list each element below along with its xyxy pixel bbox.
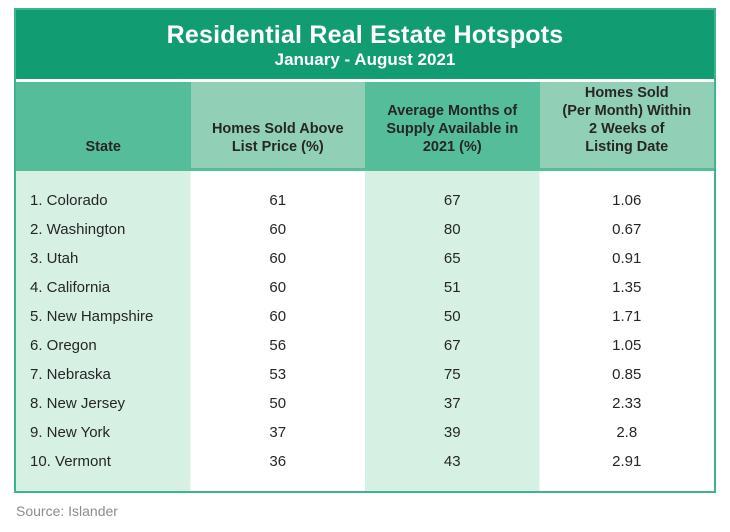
table-row: 5. New Hampshire 60 50 1.71 — [16, 302, 714, 331]
above-list-cell: 60 — [269, 250, 287, 267]
title-bar: Residential Real Estate Hotspots January… — [16, 10, 714, 79]
supply-cell: 65 — [443, 250, 461, 267]
state-cell: 5. New Hampshire — [30, 308, 154, 325]
state-cell: 9. New York — [30, 424, 111, 441]
sold-2-weeks-cell: 1.05 — [612, 337, 642, 354]
sold-2-weeks-cell: 2.91 — [612, 453, 642, 470]
sold-2-weeks-cell: 1.35 — [612, 279, 642, 296]
column-header-above-list: Homes Sold Above List Price (%) — [190, 82, 365, 168]
sold-2-weeks-cell: 1.71 — [612, 308, 642, 325]
above-list-cell: 60 — [269, 279, 287, 296]
state-cell: 4. California — [30, 279, 111, 296]
sold-2-weeks-cell: 1.06 — [612, 192, 642, 209]
state-cell: 6. Oregon — [30, 337, 97, 354]
supply-cell: 37 — [443, 395, 461, 412]
table-row: 10. Vermont 36 43 2.91 — [16, 447, 714, 476]
state-cell: 3. Utah — [30, 250, 79, 267]
above-list-cell: 60 — [269, 308, 287, 325]
sold-2-weeks-cell: 2.8 — [616, 424, 638, 441]
table-row: 7. Nebraska 53 75 0.85 — [16, 360, 714, 389]
above-list-cell: 50 — [269, 395, 287, 412]
supply-cell: 75 — [443, 366, 461, 383]
sold-2-weeks-cell: 2.33 — [612, 395, 642, 412]
state-cell: 2. Washington — [30, 221, 126, 238]
sold-2-weeks-cell: 0.85 — [612, 366, 642, 383]
state-cell: 8. New Jersey — [30, 395, 126, 412]
supply-cell: 67 — [443, 192, 461, 209]
header-body-divider — [16, 168, 714, 171]
column-header-supply: Average Months of Supply Available in 20… — [365, 82, 540, 168]
supply-cell: 39 — [443, 424, 461, 441]
table-row: 3. Utah 60 65 0.91 — [16, 244, 714, 273]
column-header-state: State — [16, 82, 191, 168]
supply-cell: 67 — [443, 337, 461, 354]
state-cell: 1. Colorado — [30, 192, 108, 209]
supply-cell: 50 — [443, 308, 461, 325]
above-list-cell: 36 — [269, 453, 287, 470]
hotspots-table: Residential Real Estate Hotspots January… — [14, 8, 716, 493]
supply-cell: 80 — [443, 221, 461, 238]
table-row: 8. New Jersey 50 37 2.33 — [16, 389, 714, 418]
state-cell: 7. Nebraska — [30, 366, 111, 383]
table-header-row: State Homes Sold Above List Price (%) Av… — [16, 82, 714, 168]
above-list-cell: 53 — [269, 366, 287, 383]
table-row: 6. Oregon 56 67 1.05 — [16, 331, 714, 360]
supply-cell: 43 — [443, 453, 461, 470]
table-row: 4. California 60 51 1.35 — [16, 273, 714, 302]
sold-2-weeks-cell: 0.91 — [612, 250, 642, 267]
state-cell: 10. Vermont — [30, 453, 111, 470]
table-row: 9. New York 37 39 2.8 — [16, 418, 714, 447]
above-list-cell: 60 — [269, 221, 287, 238]
above-list-cell: 37 — [269, 424, 287, 441]
page-title: Residential Real Estate Hotspots — [166, 21, 564, 49]
table-row: 1. Colorado 61 67 1.06 — [16, 186, 714, 215]
sold-2-weeks-cell: 0.67 — [612, 221, 642, 238]
above-list-cell: 56 — [269, 337, 287, 354]
page-subtitle: January - August 2021 — [274, 50, 456, 69]
supply-cell: 51 — [443, 279, 461, 296]
above-list-cell: 61 — [269, 192, 287, 209]
table-body: 1. Colorado 61 67 1.06 2. Washington 60 … — [16, 171, 714, 491]
source-attribution: Source: Islander — [16, 503, 118, 519]
column-header-sold-2-weeks: Homes Sold (Per Month) Within 2 Weeks of… — [539, 82, 714, 168]
title-header-divider — [16, 79, 714, 82]
table-row: 2. Washington 60 80 0.67 — [16, 215, 714, 244]
